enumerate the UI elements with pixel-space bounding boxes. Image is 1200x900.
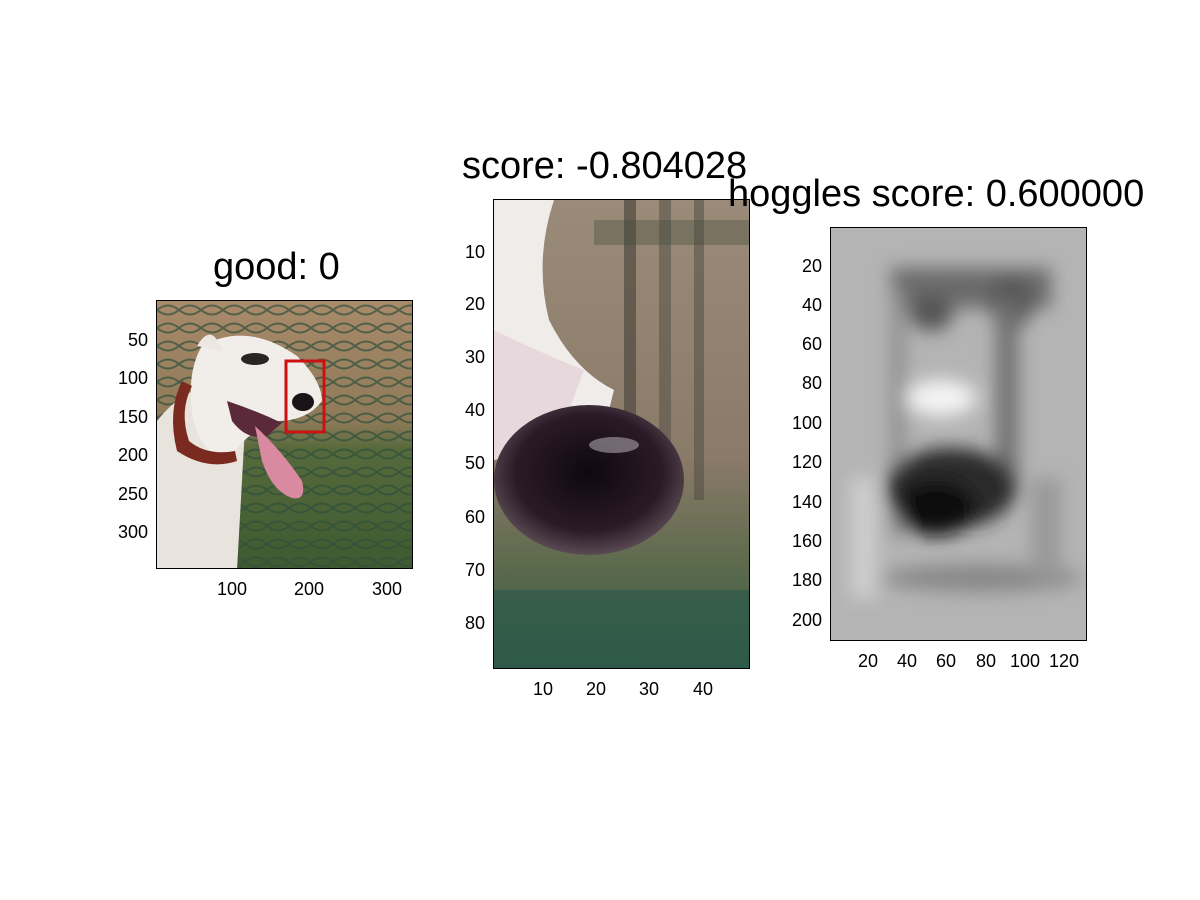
y-tick-label: 100 (791, 413, 822, 433)
y-tick-label: 20 (801, 256, 822, 276)
crop-axes (493, 199, 750, 669)
x-tick-label: 10 (532, 679, 554, 699)
y-tick-label: 60 (801, 334, 822, 354)
y-tick-label: 70 (464, 560, 485, 580)
x-tick-label: 60 (935, 651, 957, 671)
y-tick-label: 100 (117, 368, 148, 388)
y-tick-label: 10 (464, 242, 485, 262)
y-tick-label: 50 (127, 330, 148, 350)
hoggles-image (831, 228, 1086, 640)
dog-photo-axes (156, 300, 413, 569)
hoggles-axes (830, 227, 1087, 641)
y-tick-label: 80 (801, 373, 822, 393)
panel-title: good: 0 (213, 246, 340, 288)
x-tick-label: 20 (585, 679, 607, 699)
y-tick-label: 160 (791, 531, 822, 551)
y-tick-label: 200 (117, 445, 148, 465)
x-tick-label: 200 (293, 579, 325, 599)
y-tick-label: 200 (791, 610, 822, 630)
panel-title: hoggles score: 0.600000 (728, 173, 1145, 215)
y-tick-label: 140 (791, 492, 822, 512)
x-tick-label: 80 (975, 651, 997, 671)
y-tick-label: 50 (464, 453, 485, 473)
x-tick-label: 120 (1048, 651, 1080, 671)
y-tick-label: 120 (791, 452, 822, 472)
y-tick-label: 40 (464, 400, 485, 420)
x-tick-label: 40 (896, 651, 918, 671)
y-tick-label: 300 (117, 522, 148, 542)
y-tick-label: 80 (464, 613, 485, 633)
dog-nose-crop-image (494, 200, 749, 668)
x-tick-label: 300 (371, 579, 403, 599)
y-tick-label: 180 (791, 570, 822, 590)
x-tick-label: 40 (692, 679, 714, 699)
dog-photo-image (157, 301, 412, 568)
y-tick-label: 40 (801, 295, 822, 315)
detection-box (284, 359, 326, 434)
y-tick-label: 250 (117, 484, 148, 504)
x-tick-label: 100 (216, 579, 248, 599)
y-tick-label: 30 (464, 347, 485, 367)
y-tick-label: 20 (464, 294, 485, 314)
panel-title: score: -0.804028 (462, 145, 748, 187)
y-tick-label: 150 (117, 407, 148, 427)
x-tick-label: 20 (857, 651, 879, 671)
x-tick-label: 30 (638, 679, 660, 699)
y-tick-label: 60 (464, 507, 485, 527)
x-tick-label: 100 (1009, 651, 1041, 671)
